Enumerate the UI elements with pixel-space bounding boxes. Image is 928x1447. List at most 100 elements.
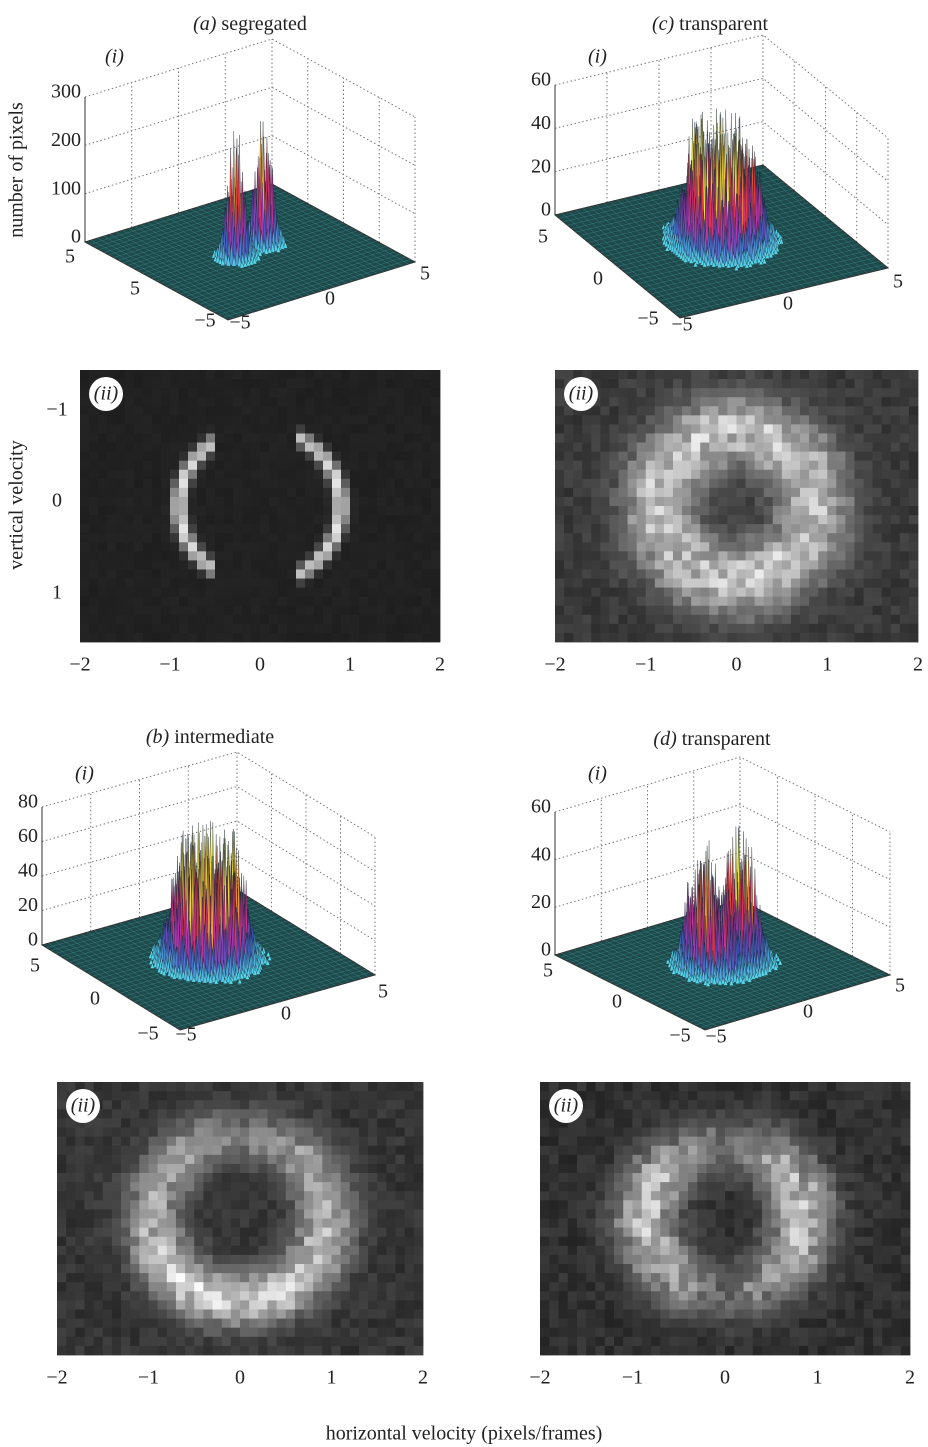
heatmap-cell xyxy=(764,515,773,524)
heatmap-cell xyxy=(287,497,296,506)
heatmap-cell xyxy=(296,415,305,424)
heatmap-cell xyxy=(700,415,709,424)
heatmap-cell xyxy=(682,633,691,642)
heatmap-cell xyxy=(203,1310,213,1320)
heatmap-cell xyxy=(350,569,359,578)
heatmap-cell xyxy=(194,1228,204,1238)
heatmap-cell xyxy=(233,461,242,470)
heatmap-cell xyxy=(359,379,368,388)
heatmap-cell xyxy=(152,560,161,569)
heatmap-cell xyxy=(854,415,863,424)
heatmap-cell xyxy=(709,615,718,624)
heatmap-cell xyxy=(143,579,152,588)
heatmap-cell xyxy=(233,379,242,388)
heatmap-cell xyxy=(809,397,818,406)
heatmap-cell xyxy=(170,452,179,461)
heatmap-cell xyxy=(251,597,260,606)
heatmap-cell xyxy=(368,615,377,624)
heatmap-cell xyxy=(682,443,691,452)
heatmap-cell xyxy=(737,524,746,533)
heatmap-cell xyxy=(296,379,305,388)
heatmap-cell xyxy=(682,551,691,560)
heatmap-cell xyxy=(194,1282,204,1292)
heatmap-cell xyxy=(891,443,900,452)
heatmap-cell xyxy=(709,452,718,461)
heatmap-cell xyxy=(305,388,314,397)
heatmap-cell xyxy=(709,433,718,442)
heatmap-cell xyxy=(277,1246,287,1256)
heatmap-cell xyxy=(386,415,395,424)
heatmap-cell xyxy=(386,579,395,588)
heatmap-cell xyxy=(386,588,395,597)
heatmap-cell xyxy=(152,506,161,515)
heatmap-cell xyxy=(809,569,818,578)
heatmap-cell xyxy=(194,1319,204,1329)
heatmap-cell xyxy=(600,470,609,479)
heatmap-cell xyxy=(386,479,395,488)
heatmap-cell xyxy=(323,506,332,515)
floor-tick-label: 5 xyxy=(378,981,388,1003)
heatmap-cell xyxy=(718,515,727,524)
heatmap-cell xyxy=(341,524,350,533)
heatmap-cell xyxy=(628,397,637,406)
heatmap-cell xyxy=(287,388,296,397)
heatmap-cell xyxy=(194,1219,204,1229)
heatmap-cell xyxy=(224,579,233,588)
heatmap-cell xyxy=(582,515,591,524)
heatmap-cell xyxy=(112,1082,122,1092)
heatmap-cell xyxy=(185,1300,195,1310)
heatmap-cell xyxy=(116,533,125,542)
heatmap-cell xyxy=(213,1319,223,1329)
heatmap-cell xyxy=(809,452,818,461)
heatmap-cell xyxy=(89,370,98,379)
heatmap-cell xyxy=(203,1264,213,1274)
heatmap-cell xyxy=(359,506,368,515)
heatmap-cell xyxy=(116,633,125,642)
heatmap-cell xyxy=(655,488,664,497)
heatmap-cell xyxy=(600,452,609,461)
heatmap-cell xyxy=(882,506,891,515)
heatmap-cell xyxy=(107,515,116,524)
heatmap-cell xyxy=(176,1264,186,1274)
heatmap-cell xyxy=(691,479,700,488)
heatmap-cell xyxy=(107,615,116,624)
heatmap-cell xyxy=(107,633,116,642)
heatmap-cell xyxy=(206,624,215,633)
heatmap-cell xyxy=(755,433,764,442)
heatmap-cell xyxy=(75,1319,85,1329)
heatmap-cell xyxy=(149,1246,159,1256)
heatmap-cell xyxy=(222,1337,232,1347)
heatmap-cell xyxy=(564,606,573,615)
heatmap-cell xyxy=(176,1191,186,1201)
heatmap-cell xyxy=(161,506,170,515)
heatmap-cell xyxy=(628,433,637,442)
heatmap-cell xyxy=(873,633,882,642)
heatmap-cell xyxy=(573,533,582,542)
heatmap-cell xyxy=(332,624,341,633)
heatmap-cell xyxy=(278,379,287,388)
heatmap-cell xyxy=(422,452,431,461)
heatmap-cell xyxy=(773,515,782,524)
heatmap-cell xyxy=(700,388,709,397)
heatmap-cell xyxy=(395,515,404,524)
heatmap-cell xyxy=(564,597,573,606)
heatmap-cell xyxy=(431,370,440,379)
heatmap-cell xyxy=(664,506,673,515)
heatmap-cell xyxy=(827,406,836,415)
heatmap-cell xyxy=(314,479,323,488)
heatmap-cell xyxy=(188,433,197,442)
heatmap-cell xyxy=(112,1319,122,1329)
heatmap-cell xyxy=(286,1319,296,1329)
heatmap-cell xyxy=(295,1310,305,1320)
heatmap-cell xyxy=(564,560,573,569)
heatmap-cell xyxy=(809,461,818,470)
heatmap-cell xyxy=(637,443,646,452)
heatmap-cell xyxy=(727,551,736,560)
heatmap-cell xyxy=(258,1100,268,1110)
heatmap-cell xyxy=(664,443,673,452)
heatmap-cell xyxy=(854,633,863,642)
heatmap-cell xyxy=(600,569,609,578)
heatmap-cell xyxy=(116,515,125,524)
heatmap-cell xyxy=(431,388,440,397)
heatmap-cell xyxy=(314,633,323,642)
